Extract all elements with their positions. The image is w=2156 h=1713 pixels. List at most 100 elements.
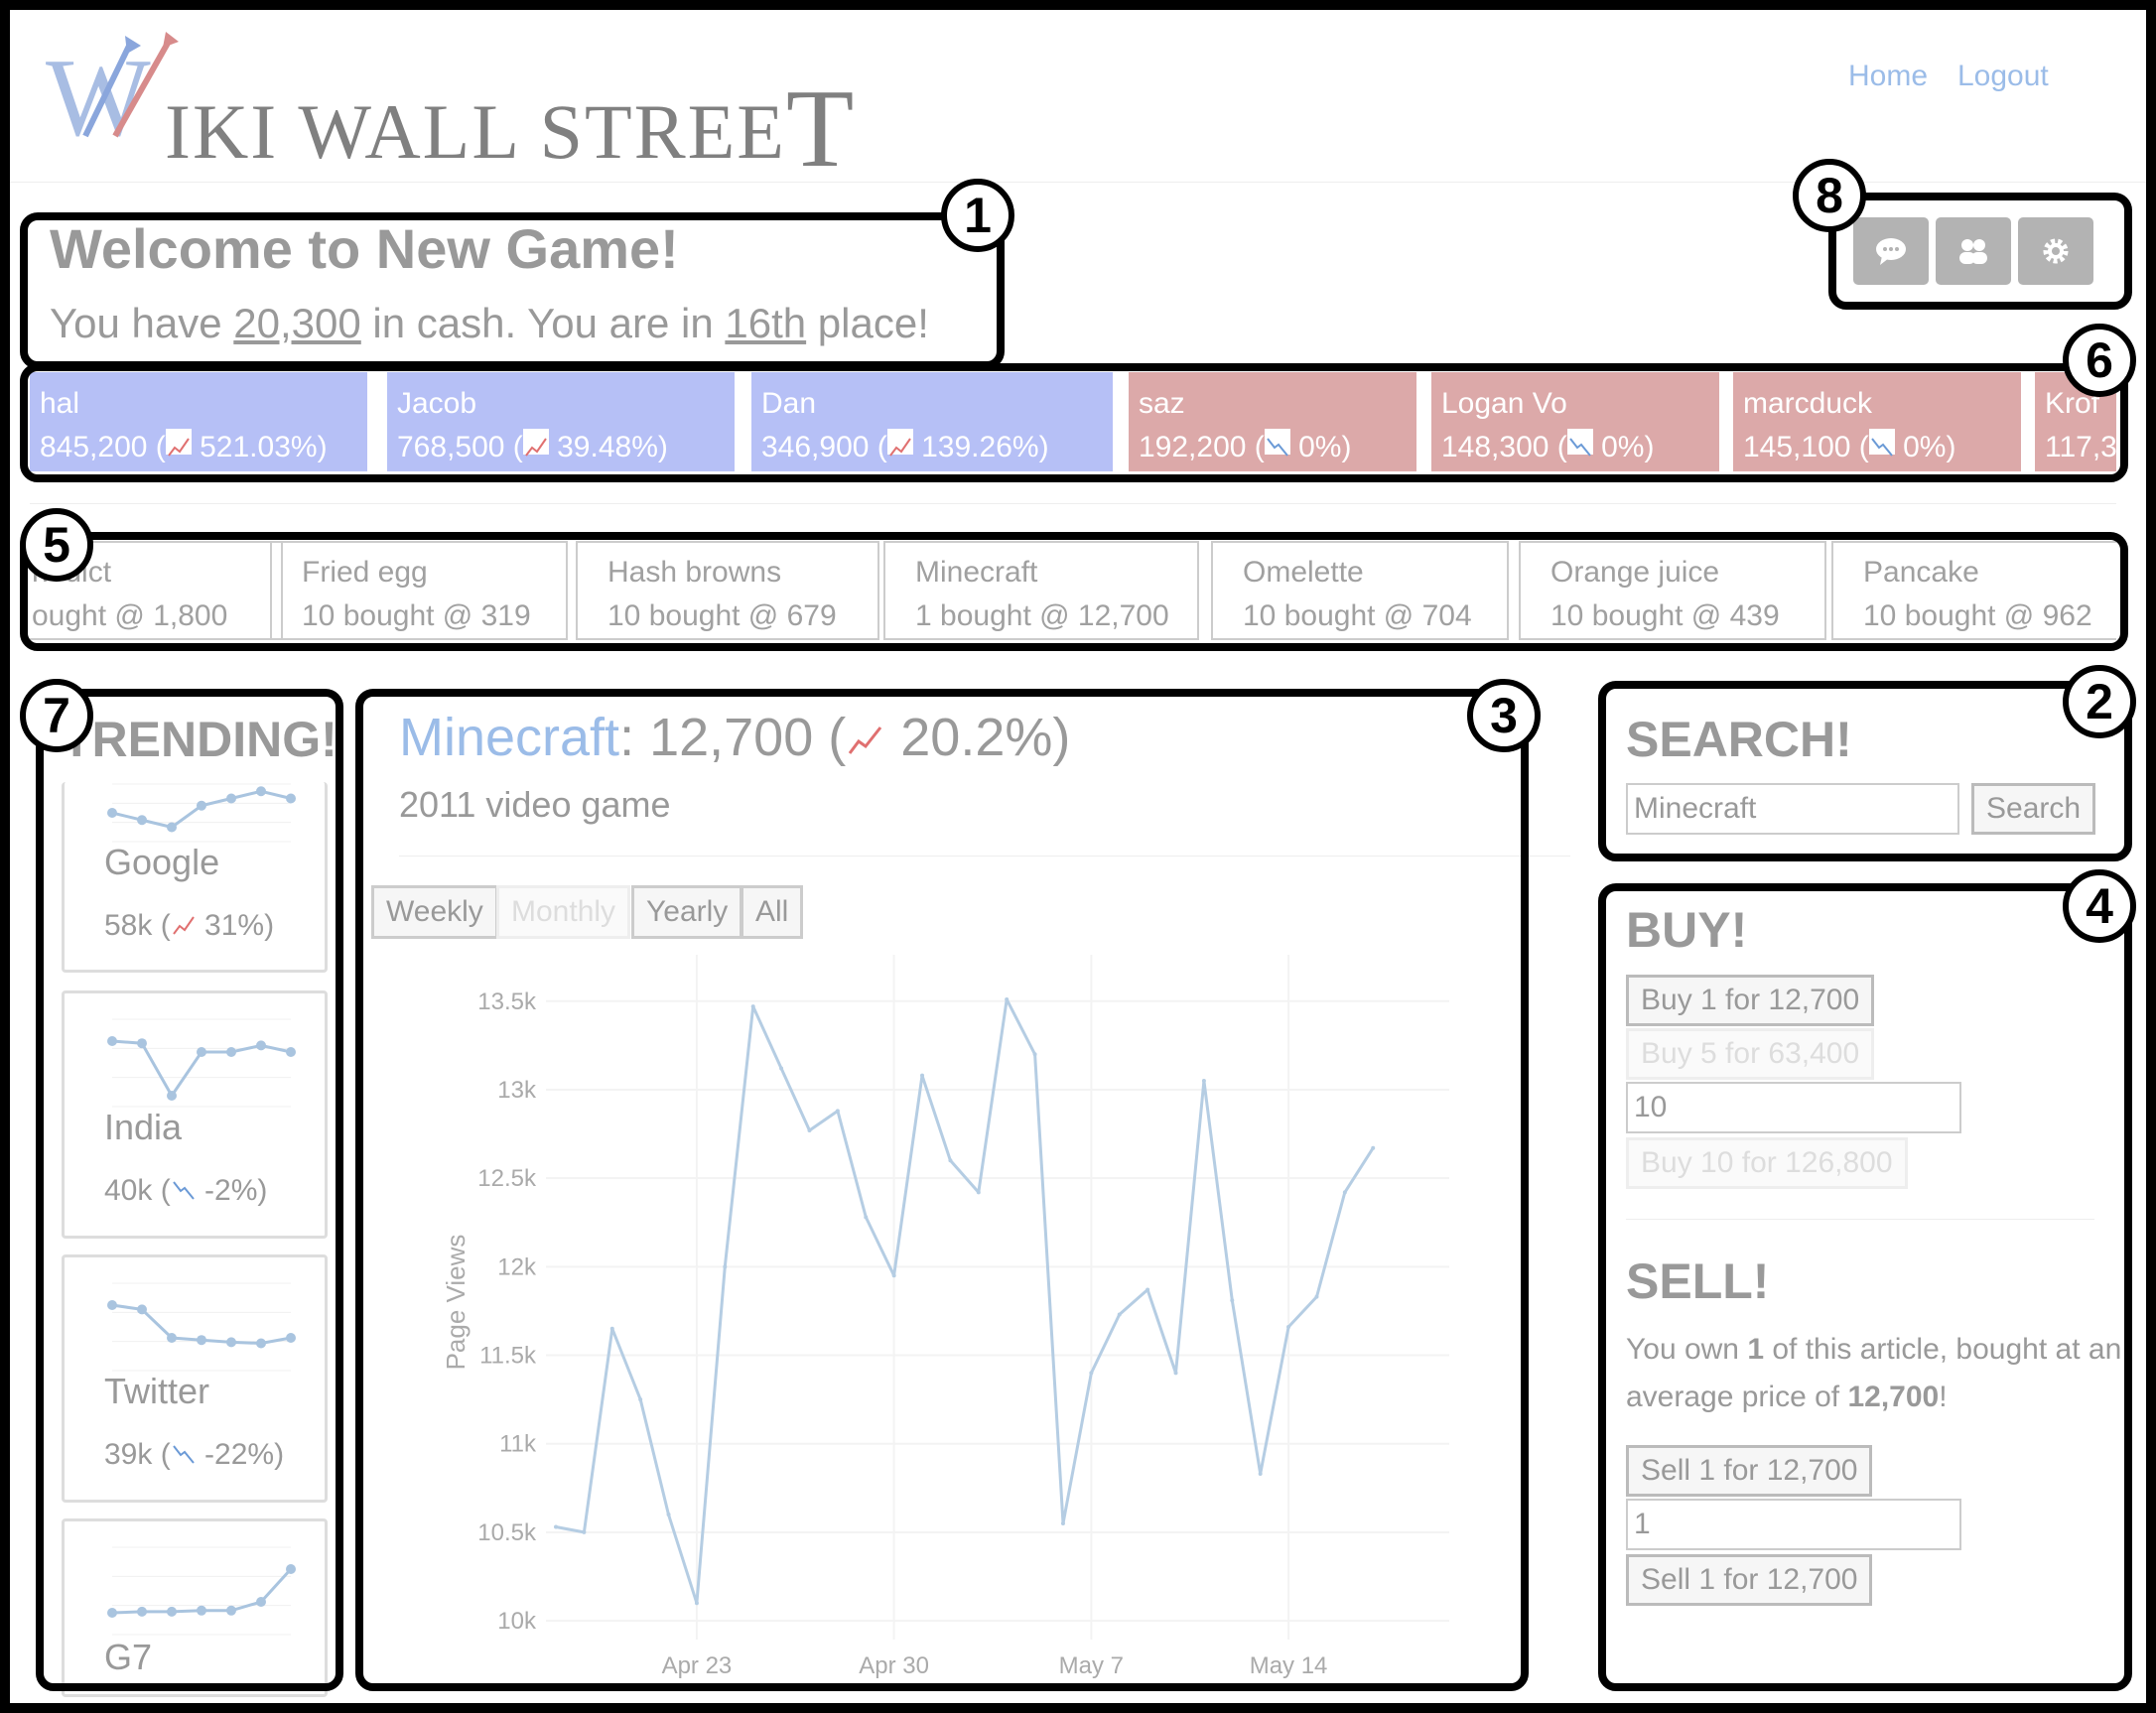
- page-views-point: [1371, 1145, 1376, 1150]
- annotation-badge-7: 7: [20, 679, 93, 752]
- holding-card[interactable]: Omelette 10 bought @ 704: [1211, 541, 1509, 640]
- page-views-point: [835, 1109, 840, 1114]
- period-weekly-button[interactable]: Weekly: [371, 885, 498, 939]
- annotation-badge-3: 3: [1467, 679, 1541, 752]
- nav-logout-link[interactable]: Logout: [1957, 60, 2049, 92]
- trending-sparkline: [107, 783, 296, 843]
- page-views-point: [1314, 1294, 1319, 1299]
- chart-up-icon: [886, 429, 913, 457]
- buy-1-button[interactable]: Buy 1 for 12,700: [1626, 975, 1875, 1026]
- holding-name: Orange juice: [1550, 556, 1720, 589]
- trending-card-twitter[interactable]: Twitter 39k ( -22%): [62, 1254, 328, 1503]
- player-value-row: 117,3: [2045, 431, 2116, 463]
- sparkline-point: [137, 1304, 147, 1315]
- chart-up-icon: [170, 912, 197, 938]
- logo[interactable]: W IKI WALL STREET: [46, 32, 860, 191]
- player-value-row: 768,500 ( 39.48%): [397, 429, 668, 463]
- holding-card[interactable]: Orange juice 10 bought @ 439: [1519, 541, 1826, 640]
- nav-home-link[interactable]: Home: [1848, 60, 1929, 92]
- sparkline-point: [286, 793, 296, 804]
- search-input[interactable]: [1626, 783, 1959, 835]
- y-tick-label: 11k: [499, 1431, 537, 1458]
- page-views-point: [976, 1190, 981, 1195]
- trending-title: TRENDING!: [62, 712, 337, 767]
- holding-card[interactable]: Hash browns 10 bought @ 679: [576, 541, 879, 640]
- sparkline-point: [226, 1047, 236, 1057]
- sparkline-point: [167, 1606, 177, 1617]
- trending-sparkline: [107, 1282, 296, 1372]
- sparkline-point: [256, 1338, 266, 1349]
- holding-card[interactable]: Minecraft 1 bought @ 12,700: [883, 541, 1199, 640]
- page-views-point: [891, 1273, 896, 1278]
- page-views-point: [1286, 1324, 1291, 1329]
- sell-1-button[interactable]: Sell 1 for 12,700: [1626, 1445, 1873, 1497]
- trending-name: Twitter: [104, 1371, 210, 1411]
- page-views-chart[interactable]: 10k 10.5k 11k 11.5k 12k 12.5k 13k 13.5k Apr 2320…: [437, 955, 1529, 1689]
- period-all-button[interactable]: All: [741, 885, 804, 939]
- users-icon: [1959, 239, 1987, 264]
- sparkline-point: [137, 815, 147, 826]
- sparkline-point: [107, 808, 117, 818]
- leaderboard-strip[interactable]: hal 845,200 ( 521.03%) Jacob 768,500 ( 3…: [30, 372, 2116, 471]
- search-title: SEARCH!: [1626, 712, 1852, 767]
- annotation-badge-6: 6: [2063, 324, 2136, 397]
- page-views-point: [638, 1397, 643, 1402]
- holding-card[interactable]: Pancake 10 bought @ 962: [1831, 541, 2116, 640]
- buy-5-button[interactable]: Buy 5 for 63,400: [1626, 1028, 1875, 1080]
- search-button[interactable]: Search: [1971, 783, 2096, 835]
- holding-detail: 1 bought @ 12,700: [915, 599, 1169, 632]
- holding-detail: 10 bought @ 319: [302, 599, 531, 632]
- players-button[interactable]: [1936, 217, 2011, 285]
- sparkline-point: [107, 1300, 117, 1310]
- player-value-row: 192,200 ( 0%): [1139, 429, 1352, 463]
- leaderboard-card[interactable]: Jacob 768,500 ( 39.48%): [387, 372, 735, 471]
- leaderboard-card[interactable]: saz 192,200 ( 0%): [1129, 372, 1416, 471]
- buy-n-button[interactable]: Buy 10 for 126,800: [1626, 1137, 1908, 1189]
- holding-name: Fried egg: [302, 556, 428, 589]
- player-name: hal: [40, 387, 80, 420]
- trending-card-g7[interactable]: G7: [62, 1518, 328, 1697]
- sparkline-point: [197, 800, 206, 811]
- sparkline-point: [256, 1040, 266, 1051]
- holding-card[interactable]: Fried egg 10 bought @ 319: [270, 541, 568, 640]
- player-value-row: 845,200 ( 521.03%): [40, 429, 328, 463]
- sparkline-point: [286, 1333, 296, 1343]
- sparkline-point: [107, 1608, 117, 1618]
- trending-sparkline: [107, 1546, 296, 1636]
- chat-icon: [1876, 238, 1906, 265]
- trending-card-google[interactable]: Google 58k ( 31%): [62, 782, 328, 973]
- chart-down-icon: [1868, 429, 1895, 457]
- leaderboard-card[interactable]: Logan Vo 148,300 ( 0%): [1431, 372, 1719, 471]
- player-name: Dan: [761, 387, 817, 420]
- welcome-status: You have 20,300 in cash. You are in 16th…: [50, 300, 929, 346]
- holding-name: Hash browns: [607, 556, 782, 589]
- leaderboard-card[interactable]: hal 845,200 ( 521.03%): [30, 372, 367, 471]
- sparkline-point: [197, 1335, 206, 1346]
- sell-n-button[interactable]: Sell 1 for 12,700: [1626, 1554, 1873, 1606]
- leaderboard-card[interactable]: Dan 346,900 ( 139.26%): [751, 372, 1113, 471]
- article-link[interactable]: Minecraft: [399, 708, 620, 767]
- holding-name: Pancake: [1863, 556, 1979, 589]
- page-views-point: [723, 1264, 728, 1269]
- holdings-strip[interactable]: nedict ought @ 1,800 Fried egg 10 bought…: [30, 541, 2116, 640]
- trending-card-india[interactable]: India 40k ( -2%): [62, 990, 328, 1239]
- sparkline-point: [137, 1038, 147, 1049]
- annotation-badge-5: 5: [20, 508, 93, 582]
- y-tick-label: 13.5k: [477, 988, 537, 1015]
- sell-quantity-input[interactable]: [1626, 1499, 1961, 1550]
- buy-quantity-input[interactable]: [1626, 1082, 1961, 1133]
- trending-sparkline: [107, 1018, 296, 1108]
- sparkline-point: [226, 793, 236, 804]
- settings-button[interactable]: [2018, 217, 2093, 285]
- sparkline-point: [286, 1564, 296, 1574]
- leaderboard-card[interactable]: marcduck 145,100 ( 0%): [1733, 372, 2021, 471]
- chart-down-icon: [170, 1177, 197, 1203]
- period-monthly-button[interactable]: Monthly: [496, 885, 631, 939]
- y-tick-label: 12.5k: [477, 1165, 537, 1192]
- page-views-point: [750, 1004, 755, 1009]
- period-yearly-button[interactable]: Yearly: [631, 885, 743, 939]
- chat-button[interactable]: [1853, 217, 1929, 285]
- page-views-point: [694, 1601, 699, 1606]
- page-views-point: [779, 1066, 784, 1071]
- sparkline-point: [137, 1606, 147, 1617]
